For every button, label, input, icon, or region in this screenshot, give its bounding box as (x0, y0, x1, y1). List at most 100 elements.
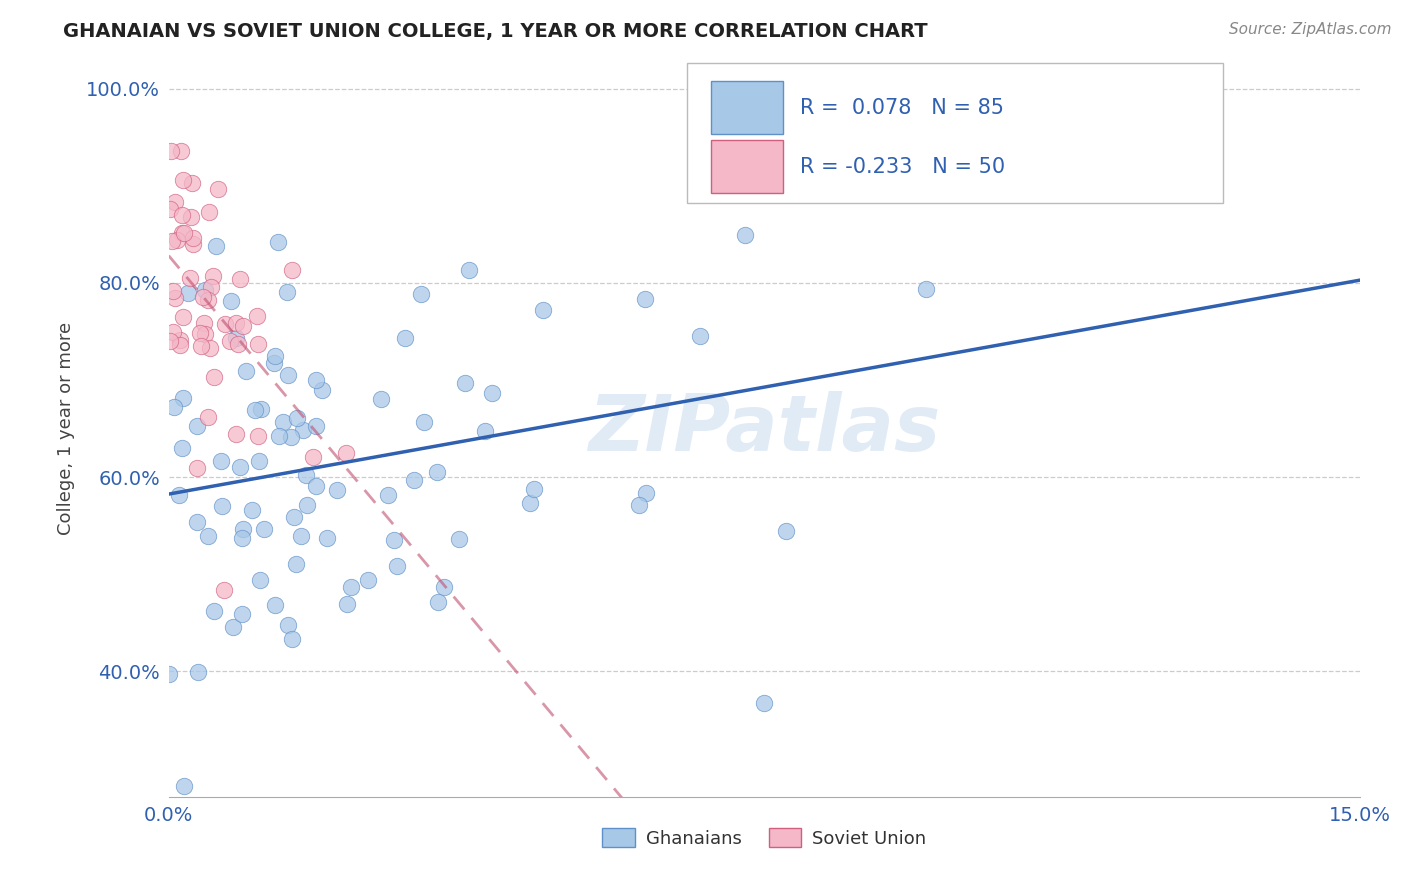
Point (181, 230, 204, 244)
Point (290, 529, 312, 543)
Point (305, 373, 328, 387)
Point (222, 620, 245, 634)
Point (264, 598, 287, 612)
Text: R =  0.078   N = 85: R = 0.078 N = 85 (800, 97, 1004, 118)
Point (172, 310, 194, 324)
Point (240, 503, 263, 517)
Point (449, 533, 471, 547)
Point (426, 465, 449, 479)
Point (283, 509, 305, 524)
Point (250, 402, 273, 417)
Point (169, 144, 191, 158)
Point (311, 383, 333, 397)
FancyBboxPatch shape (688, 63, 1223, 203)
Point (173, 779, 195, 793)
Point (190, 339, 212, 353)
Point (198, 205, 221, 219)
Point (162, 400, 184, 414)
Point (474, 424, 496, 438)
Point (163, 195, 186, 210)
FancyBboxPatch shape (710, 81, 783, 134)
Point (627, 499, 650, 513)
Point (458, 262, 481, 277)
Point (481, 386, 503, 401)
Point (357, 574, 380, 588)
Point (197, 410, 219, 425)
Point (225, 331, 247, 345)
Point (394, 331, 416, 345)
Point (454, 376, 477, 391)
FancyBboxPatch shape (710, 140, 783, 193)
Point (281, 263, 304, 277)
Text: R = -0.233   N = 50: R = -0.233 N = 50 (800, 157, 1005, 177)
Point (402, 473, 425, 487)
Point (214, 317, 236, 331)
Point (225, 426, 247, 441)
Point (188, 326, 211, 340)
Y-axis label: College, 1 year or more: College, 1 year or more (58, 322, 75, 535)
Point (187, 665, 209, 679)
Point (162, 285, 184, 299)
Point (385, 558, 408, 573)
Point (519, 496, 541, 510)
Point (276, 285, 298, 299)
Point (247, 428, 270, 442)
Point (193, 283, 215, 297)
Point (197, 293, 219, 307)
Point (315, 531, 337, 545)
Point (377, 488, 399, 502)
Text: Source: ZipAtlas.com: Source: ZipAtlas.com (1229, 22, 1392, 37)
Point (180, 210, 202, 224)
Point (231, 607, 253, 621)
Point (172, 392, 194, 406)
Point (219, 293, 242, 308)
Point (179, 271, 201, 285)
Point (191, 291, 214, 305)
Point (291, 423, 314, 437)
Point (225, 316, 247, 330)
Point (231, 531, 253, 545)
Point (305, 419, 328, 434)
Point (232, 522, 254, 536)
Point (384, 533, 406, 548)
Point (172, 208, 194, 222)
Point (214, 582, 236, 597)
Point (531, 302, 554, 317)
Point (177, 286, 200, 301)
Point (823, 101, 845, 115)
Point (181, 237, 204, 252)
Point (277, 368, 299, 382)
Point (232, 319, 254, 334)
Point (169, 338, 191, 352)
Point (162, 326, 184, 340)
Point (163, 291, 186, 305)
Text: GHANAIAN VS SOVIET UNION COLLEGE, 1 YEAR OR MORE CORRELATION CHART: GHANAIAN VS SOVIET UNION COLLEGE, 1 YEAR… (63, 22, 928, 41)
Point (301, 450, 323, 464)
Point (247, 454, 270, 468)
Point (200, 279, 222, 293)
Point (198, 341, 221, 355)
Point (281, 632, 304, 646)
Point (523, 482, 546, 496)
Point (172, 226, 194, 240)
Point (160, 145, 183, 159)
Point (263, 356, 285, 370)
Point (201, 268, 224, 283)
Point (173, 226, 195, 240)
Point (412, 415, 434, 429)
Point (264, 349, 287, 363)
Point (271, 415, 294, 429)
Point (159, 202, 181, 217)
Point (253, 522, 276, 536)
Point (186, 515, 208, 529)
Point (159, 334, 181, 348)
Point (193, 316, 215, 330)
Point (295, 468, 318, 483)
Point (689, 329, 711, 343)
Point (243, 402, 266, 417)
Point (267, 429, 290, 443)
Point (162, 234, 184, 248)
Point (228, 459, 250, 474)
Point (277, 617, 299, 632)
Point (287, 411, 309, 425)
